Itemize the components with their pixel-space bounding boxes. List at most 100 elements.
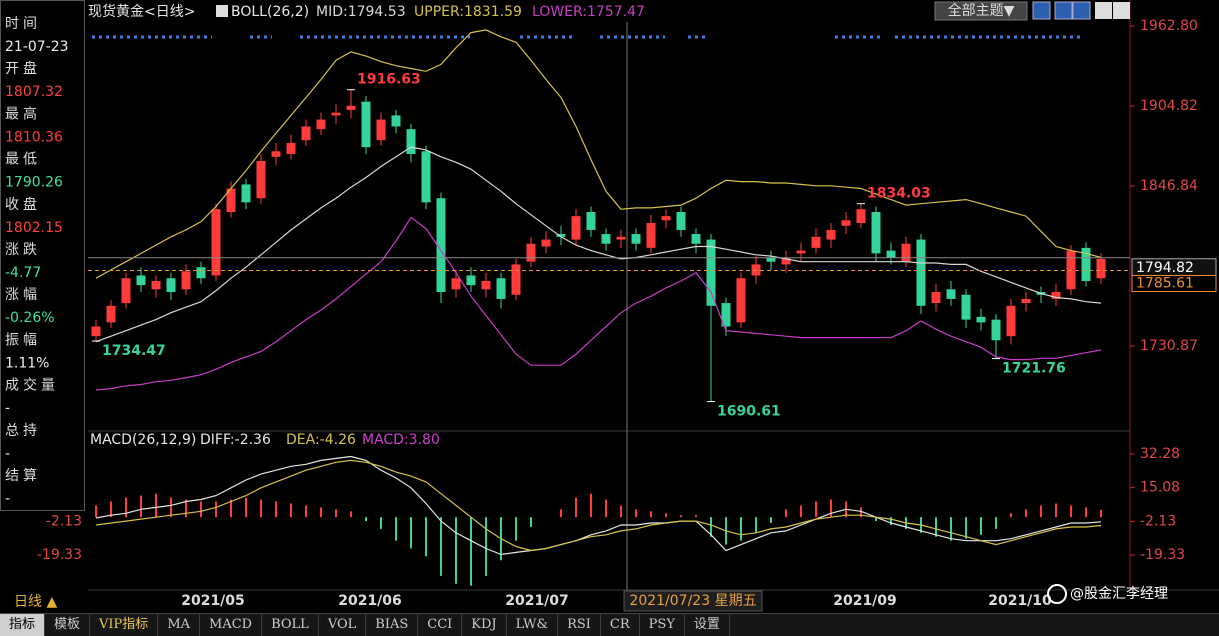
candle-body — [796, 250, 806, 254]
y-tick-label: -19.33 — [1140, 547, 1185, 563]
indicator-tab[interactable]: CCI — [418, 614, 463, 636]
candle-body — [451, 278, 461, 290]
boll-line — [95, 29, 1102, 279]
candle-body — [556, 234, 566, 237]
boll-line — [95, 216, 1102, 391]
theme-button-label[interactable]: 全部主题▼ — [948, 2, 1015, 19]
candle-body — [301, 126, 311, 141]
y-tick-label: -19.33 — [37, 547, 82, 563]
candle-body — [151, 280, 161, 290]
indicator-tab[interactable]: VIP指标 — [90, 614, 159, 636]
candle-body — [256, 160, 266, 199]
indicator-tab[interactable]: 模板 — [45, 614, 91, 636]
last-price-label: 1794.82 — [1136, 260, 1194, 276]
toolbar-icons[interactable] — [1032, 1, 1130, 20]
candle-body — [871, 211, 881, 254]
info-value: 1807.32 — [5, 84, 63, 100]
indicator-tab[interactable]: 设置 — [685, 614, 730, 636]
x-tick-label: 2021/06 — [338, 593, 402, 609]
candle-body — [691, 234, 701, 244]
candle-body — [946, 289, 956, 299]
candle-body — [901, 243, 911, 262]
theme-button[interactable] — [934, 1, 1028, 21]
extreme-label: 1690.61 — [717, 404, 781, 420]
candle-body — [886, 250, 896, 258]
candle-body — [541, 239, 551, 247]
boll-line — [95, 146, 1102, 343]
x-tick-label: 2021/07 — [505, 593, 569, 609]
indicator-tab[interactable]: KDJ — [462, 614, 507, 636]
candle-body — [751, 264, 761, 276]
indicator-tab[interactable]: 指标 — [0, 614, 46, 636]
candle-body — [1096, 258, 1106, 279]
y-tick-label: 1846.84 — [1140, 178, 1198, 194]
watermark-logo — [1047, 584, 1067, 604]
candle-body — [661, 216, 671, 221]
indicator-tab[interactable]: BOLL — [262, 614, 319, 636]
indicator-name: BOLL(26,2) — [231, 4, 309, 20]
x-tick-label: 2021/10 — [988, 593, 1052, 609]
candle-body — [766, 257, 776, 262]
candle-body — [856, 209, 866, 224]
candle-body — [961, 294, 971, 320]
info-value: 1802.15 — [5, 220, 63, 236]
candle-body — [676, 211, 686, 230]
indicator-tab[interactable]: VOL — [319, 614, 367, 636]
candle-body — [571, 216, 581, 240]
info-value: 1810.36 — [5, 129, 63, 145]
x-tick-label: 2021/09 — [833, 593, 897, 609]
macd-line — [95, 455, 1102, 556]
indicator-tab[interactable]: MACD — [200, 614, 263, 636]
info-label: 结算 — [5, 468, 41, 484]
candle-body — [511, 264, 521, 295]
candle-body — [241, 184, 251, 203]
candle-body — [811, 236, 821, 248]
indicator-tab[interactable]: BIAS — [366, 614, 419, 636]
indicator-tab[interactable]: MA — [158, 614, 201, 636]
indicator-tab[interactable]: LW& — [507, 614, 559, 636]
y-tick-label: 1962.80 — [1140, 18, 1198, 34]
legend-entry: DEA:-4.26 — [286, 432, 356, 448]
candle-body — [1021, 298, 1031, 304]
candle-body — [616, 236, 626, 240]
indicator-tab[interactable]: PSY — [640, 614, 685, 636]
y-tick-label: 1730.87 — [1140, 338, 1198, 354]
y-tick-label: 32.28 — [1140, 446, 1180, 462]
period-button[interactable]: 日线 ▲ — [14, 594, 57, 610]
candle-body — [991, 319, 1001, 341]
indicator-tab[interactable]: CR — [601, 614, 640, 636]
indicator-tab[interactable]: RSI — [558, 614, 601, 636]
candle-body — [181, 271, 191, 290]
info-value: - — [5, 446, 10, 462]
macd-line — [95, 459, 1102, 552]
info-value: -4.77 — [5, 265, 41, 281]
extreme-label: 1734.47 — [102, 343, 166, 359]
candle-body — [436, 198, 446, 293]
y-tick-label: -2.13 — [46, 513, 82, 529]
candle-body — [421, 151, 431, 203]
info-value: -0.26% — [5, 310, 55, 326]
candle-body — [211, 209, 221, 276]
candle-body — [286, 143, 296, 155]
ref-price-label: 1785.61 — [1136, 275, 1194, 291]
y-tick-label: -2.13 — [1140, 513, 1176, 529]
info-label: 振幅 — [5, 332, 41, 348]
candle-body — [721, 303, 731, 327]
settings-icon[interactable] — [216, 5, 228, 17]
candle-body — [916, 239, 926, 306]
info-label: 时间 — [5, 16, 41, 32]
candle-body — [361, 101, 371, 148]
candle-body — [1006, 305, 1016, 337]
candle-body — [931, 292, 941, 304]
ref-price-box — [1131, 274, 1217, 292]
info-label: 最高 — [5, 105, 41, 122]
candle-body — [1051, 292, 1061, 299]
legend-entry: MACD:3.80 — [362, 432, 440, 448]
legend-entry: UPPER:1831.59 — [414, 4, 522, 20]
candle-body — [466, 275, 476, 286]
watermark: @股金汇李经理 — [1070, 586, 1168, 602]
x-tick-label: 2021/05 — [181, 593, 245, 609]
info-value: 1790.26 — [5, 175, 63, 191]
info-label: 总持 — [5, 423, 41, 439]
